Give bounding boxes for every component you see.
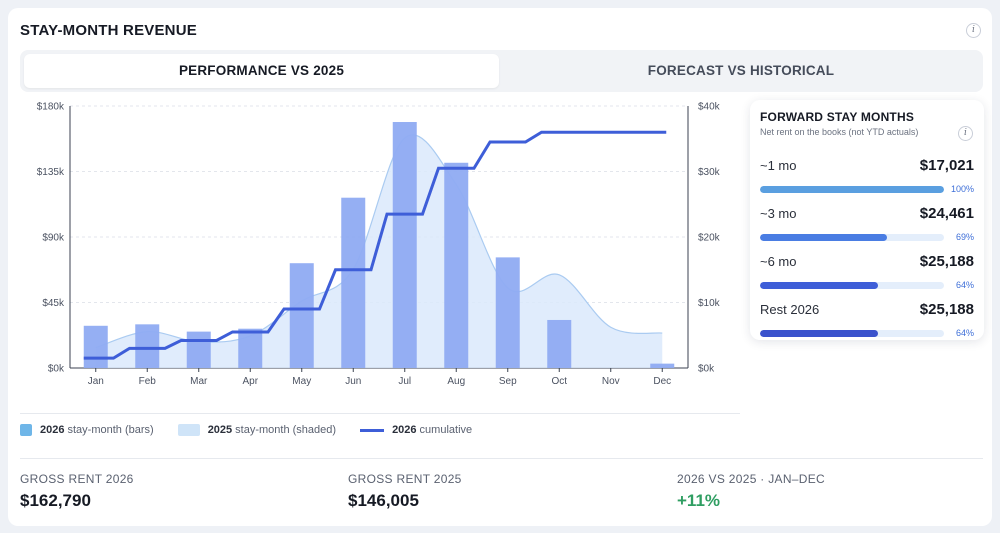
progress-fill bbox=[760, 234, 887, 241]
legend-year: 2026 bbox=[392, 424, 417, 436]
bar-mar bbox=[186, 331, 211, 368]
y-tick-label: $90k bbox=[42, 233, 65, 244]
bar-feb bbox=[135, 324, 160, 368]
x-tick-label: Aug bbox=[447, 376, 465, 387]
row-value: $17,021 bbox=[919, 157, 974, 174]
tab-forecast[interactable]: FORECAST VS HISTORICAL bbox=[647, 63, 835, 78]
row-label: ~3 mo bbox=[760, 206, 797, 221]
kpi-label: GROSS RENT 2025 bbox=[348, 472, 462, 486]
kpi-gross-2026: GROSS RENT 2026 $162,790 bbox=[20, 472, 134, 511]
y2-tick-label: $40k bbox=[698, 102, 721, 113]
legend-text: cumulative bbox=[419, 424, 473, 436]
row-label: ~1 mo bbox=[760, 158, 797, 173]
x-tick-label: Nov bbox=[602, 376, 620, 387]
progress-track bbox=[760, 186, 944, 193]
x-tick-label: Jan bbox=[88, 376, 104, 387]
row-percent: 100% bbox=[950, 184, 974, 194]
progress-fill bbox=[760, 186, 944, 193]
y-tick-label: $45k bbox=[42, 298, 65, 309]
progress-track bbox=[760, 282, 944, 289]
x-tick-label: Feb bbox=[139, 376, 157, 387]
x-tick-label: Dec bbox=[653, 376, 671, 387]
divider bbox=[20, 413, 740, 414]
legend-swatch-line bbox=[360, 428, 385, 432]
panel-subtitle: Net rent on the books (not YTD actuals) bbox=[760, 127, 919, 137]
kpi-value: +11% bbox=[677, 491, 721, 510]
x-tick-label: Sep bbox=[499, 376, 517, 387]
progress-track bbox=[760, 330, 944, 337]
bar-dec bbox=[650, 363, 675, 368]
y2-tick-label: $10k bbox=[698, 298, 721, 309]
kpi-yoy: 2026 VS 2025 · JAN–DEC +11% bbox=[677, 472, 825, 511]
y2-tick-label: $20k bbox=[698, 233, 721, 244]
y2-tick-label: $30k bbox=[698, 167, 721, 178]
y-tick-label: $135k bbox=[37, 167, 65, 178]
y-tick-label: $0k bbox=[48, 364, 65, 375]
row-percent: 69% bbox=[955, 232, 974, 242]
y2-tick-label: $0k bbox=[698, 364, 715, 375]
row-percent: 64% bbox=[955, 328, 974, 338]
bar-may bbox=[289, 263, 314, 368]
kpi-label: 2026 VS 2025 · JAN–DEC bbox=[677, 472, 826, 486]
legend-text: stay-month (shaded) bbox=[235, 424, 337, 436]
kpi-gross-2025: GROSS RENT 2025 $146,005 bbox=[348, 472, 462, 511]
cumulative-line bbox=[83, 130, 667, 360]
chart-legend: 2026 stay-month (bars) 2025 stay-month (… bbox=[20, 424, 496, 436]
bar-jan bbox=[83, 325, 108, 368]
progress-fill bbox=[760, 282, 878, 289]
x-tick-label: Oct bbox=[551, 376, 567, 387]
legend-swatch-shaded bbox=[177, 424, 200, 436]
tab-performance[interactable]: PERFORMANCE VS 2025 bbox=[24, 54, 499, 88]
x-tick-label: Jul bbox=[398, 376, 411, 387]
forward-stay-panel: FORWARD STAY MONTHS Net rent on the book… bbox=[750, 100, 984, 340]
bar-jul bbox=[392, 122, 417, 368]
kpi-value: $162,790 bbox=[20, 491, 91, 510]
x-tick-label: Apr bbox=[242, 376, 258, 387]
legend-text: stay-month (bars) bbox=[67, 424, 154, 436]
row-value: $24,461 bbox=[919, 205, 974, 222]
legend-shaded[interactable]: 2025 stay-month (shaded) bbox=[177, 424, 337, 436]
bar-jun bbox=[341, 197, 366, 368]
bar-apr bbox=[238, 328, 263, 368]
x-tick-label: Mar bbox=[190, 376, 208, 387]
info-icon[interactable]: i bbox=[958, 126, 973, 141]
progress-fill bbox=[760, 330, 878, 337]
x-tick-label: May bbox=[292, 376, 311, 387]
progress-track bbox=[760, 234, 944, 241]
row-value: $25,188 bbox=[919, 253, 974, 270]
bar-oct bbox=[547, 319, 572, 368]
row-label: Rest 2026 bbox=[760, 302, 820, 317]
kpi-label: GROSS RENT 2026 bbox=[20, 472, 134, 486]
divider bbox=[20, 458, 983, 459]
row-value: $25,188 bbox=[919, 301, 974, 318]
legend-cumulative[interactable]: 2026 cumulative bbox=[360, 424, 472, 436]
view-tabs: PERFORMANCE VS 2025 FORECAST VS HISTORIC… bbox=[20, 50, 983, 92]
revenue-chart: $0k $45k $90k $135k $180k $0k $10k $20k $30k $40k… bbox=[37, 102, 721, 388]
area-2025 bbox=[95, 134, 663, 368]
revenue-card: STAY-MONTH REVENUE i PERFORMANCE VS 2025… bbox=[8, 8, 992, 526]
legend-year: 2025 bbox=[207, 424, 233, 436]
legend-bars[interactable]: 2026 stay-month (bars) bbox=[20, 424, 154, 436]
kpi-value: $146,005 bbox=[348, 491, 419, 510]
x-tick-label: Jun bbox=[345, 376, 361, 387]
info-icon[interactable]: i bbox=[966, 23, 981, 38]
bar-sep bbox=[495, 257, 520, 368]
panel-title: FORWARD STAY MONTHS bbox=[760, 110, 915, 124]
legend-year: 2026 bbox=[40, 424, 65, 436]
y-tick-label: $180k bbox=[37, 102, 65, 113]
row-percent: 64% bbox=[955, 280, 974, 290]
bar-aug bbox=[444, 162, 469, 368]
legend-swatch-bars bbox=[20, 424, 32, 436]
card-title: STAY-MONTH REVENUE bbox=[20, 22, 197, 39]
row-label: ~6 mo bbox=[760, 254, 797, 269]
